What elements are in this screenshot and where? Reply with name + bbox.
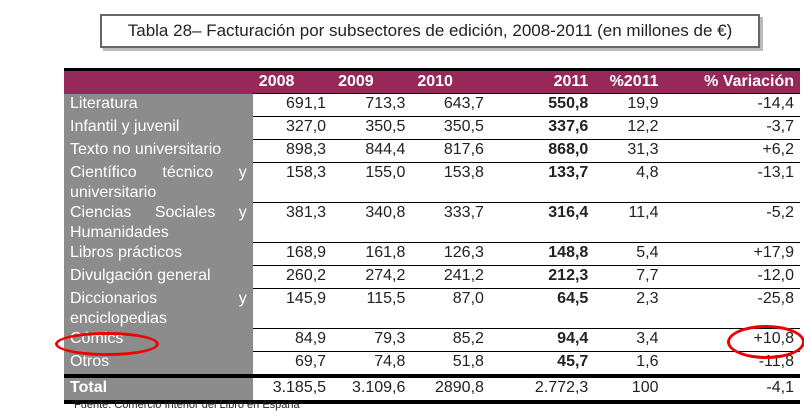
row-label: Total — [64, 374, 253, 404]
table-row: Libros prácticos 168,9 161,8 126,3 148,8 5,4 +… — [64, 242, 800, 266]
column-header: 2008 — [252, 68, 333, 94]
total-row: Total 3.185,5 3.109,6 2890,8 2.772,3 100 -4,1 — [64, 374, 800, 404]
cell-2011: 11,4 — [594, 202, 665, 243]
cell-2010: 153,8 — [411, 162, 490, 203]
cell-2011: 7,7 — [594, 265, 665, 289]
cell-2008: 168,9 — [252, 242, 333, 266]
cell-2010: 817,6 — [411, 139, 490, 163]
cell-2010: 643,7 — [411, 93, 490, 117]
cell-variacin: -5,2 — [664, 202, 800, 243]
cell-2008: 381,3 — [252, 202, 333, 243]
header-row: 2008 2009 2010 2011 %2011% Variación — [64, 68, 800, 94]
cell-variacin: -3,7 — [664, 116, 800, 140]
column-header: 2011 — [489, 68, 595, 94]
cell-2011: 64,5 — [489, 288, 595, 329]
cell-2009: 350,5 — [332, 116, 412, 140]
table-row: Literatura 691,1 713,3 643,7 550,8 19,9 -14,4 — [64, 93, 800, 117]
cell-2009: 74,8 — [332, 351, 412, 376]
cell-2008: 158,3 — [252, 162, 333, 203]
cell-variacin: -11,8 — [664, 351, 800, 376]
table-title: Tabla 28– Facturación por subsectores de… — [100, 14, 760, 48]
cell-2011: 2,3 — [594, 288, 665, 329]
cell-2009: 713,3 — [332, 93, 412, 117]
cell-variacin: +17,9 — [664, 242, 800, 266]
cell-variacin: -4,1 — [664, 374, 800, 404]
cell-2011: 4,8 — [594, 162, 665, 203]
cell-2008: 260,2 — [252, 265, 333, 289]
table-row: Divulgación general 260,2 274,2 241,2 212,3 7… — [64, 265, 800, 289]
row-label: Diccionarios y enciclopedias — [64, 288, 253, 329]
table-row: Científico técnico y universitario 158,3 1… — [64, 162, 800, 203]
cell-2010: 2890,8 — [411, 374, 490, 404]
row-label: Científico técnico y universitario — [64, 162, 253, 203]
cell-2010: 85,2 — [411, 328, 490, 352]
row-label: Libros prácticos — [64, 242, 253, 266]
cell-2011: 337,6 — [489, 116, 595, 140]
row-label: Otros — [64, 351, 253, 376]
cell-2009: 155,0 — [332, 162, 412, 203]
cell-2011: 100 — [594, 374, 665, 404]
cell-2009: 79,3 — [332, 328, 412, 352]
table-row: Otros 69,7 74,8 51,8 45,7 1,6 -11,8 — [64, 351, 800, 376]
cell-2011: 868,0 — [489, 139, 595, 163]
cell-variacin: -25,8 — [664, 288, 800, 329]
cell-2011: 1,6 — [594, 351, 665, 376]
cell-variacin: +6,2 — [664, 139, 800, 163]
cell-2010: 350,5 — [411, 116, 490, 140]
row-label: Literatura — [64, 93, 253, 117]
table-row: Cómics 84,9 79,3 85,2 94,4 3,4 +10,8 — [64, 328, 800, 352]
cell-2010: 51,8 — [411, 351, 490, 376]
cell-2011: 31,3 — [594, 139, 665, 163]
cell-2011: 19,9 — [594, 93, 665, 117]
cell-2008: 69,7 — [252, 351, 333, 376]
cell-2011: 5,4 — [594, 242, 665, 266]
cell-2011: 550,8 — [489, 93, 595, 117]
cell-2011: 45,7 — [489, 351, 595, 376]
cell-2011: 12,2 — [594, 116, 665, 140]
cell-2011: 316,4 — [489, 202, 595, 243]
table-row: Infantil y juvenil 327,0 350,5 350,5 337,6 12… — [64, 116, 800, 140]
cell-2010: 333,7 — [411, 202, 490, 243]
column-header: % Variación — [664, 68, 800, 94]
cell-variacin: -12,0 — [664, 265, 800, 289]
cell-2008: 691,1 — [252, 93, 333, 117]
row-label: Infantil y juvenil — [64, 116, 253, 140]
column-header — [64, 68, 253, 94]
cell-2009: 161,8 — [332, 242, 412, 266]
source-note: Fuente: Comercio Interior del Libro en E… — [74, 399, 300, 411]
cell-2010: 241,2 — [411, 265, 490, 289]
column-header: 2009 — [332, 68, 412, 94]
highlight-ring-comics — [55, 332, 159, 356]
cell-2011: 3,4 — [594, 328, 665, 352]
cell-2011: 148,8 — [489, 242, 595, 266]
cell-variacin: -13,1 — [664, 162, 800, 203]
row-label: Divulgación general — [64, 265, 253, 289]
row-label: Ciencias Sociales y Humanidades — [64, 202, 253, 243]
table-row: Texto no universitario 898,3 844,4 817,6 868… — [64, 139, 800, 163]
cell-2009: 115,5 — [332, 288, 412, 329]
cell-2009: 3.109,6 — [332, 374, 412, 404]
cell-2009: 274,2 — [332, 265, 412, 289]
cell-2011: 94,4 — [489, 328, 595, 352]
cell-2008: 3.185,5 — [252, 374, 333, 404]
column-header: 2010 — [411, 68, 490, 94]
cell-2011: 212,3 — [489, 265, 595, 289]
cell-2008: 84,9 — [252, 328, 333, 352]
column-header: %2011 — [594, 68, 665, 94]
cell-2008: 327,0 — [252, 116, 333, 140]
table-row: Diccionarios y enciclopedias 145,9 115,5 87… — [64, 288, 800, 329]
cell-2009: 340,8 — [332, 202, 412, 243]
cell-2009: 844,4 — [332, 139, 412, 163]
cell-2008: 145,9 — [252, 288, 333, 329]
cell-2010: 87,0 — [411, 288, 490, 329]
cell-2008: 898,3 — [252, 139, 333, 163]
table-row: Ciencias Sociales y Humanidades 381,3 340,… — [64, 202, 800, 243]
cell-variacin: -14,4 — [664, 93, 800, 117]
billing-table: 2008 2009 2010 2011 %2011% Variación Literat… — [64, 68, 800, 404]
highlight-ring-variation — [727, 325, 804, 359]
cell-2011: 2.772,3 — [489, 374, 595, 404]
cell-2010: 126,3 — [411, 242, 490, 266]
cell-2011: 133,7 — [489, 162, 595, 203]
row-label: Texto no universitario — [64, 139, 253, 163]
